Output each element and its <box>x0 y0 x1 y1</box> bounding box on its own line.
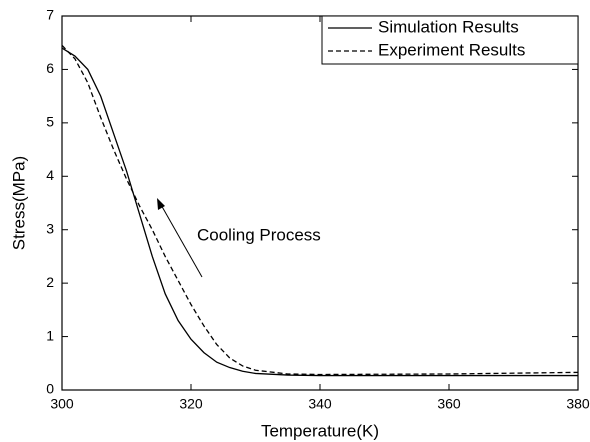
y-tick-label: 0 <box>46 381 54 397</box>
y-tick-label: 3 <box>46 220 54 236</box>
y-axis-label: Stress(MPa) <box>9 156 28 250</box>
x-axis-label: Temperature(K) <box>261 421 379 440</box>
x-tick-label: 300 <box>50 396 74 412</box>
legend-label: Experiment Results <box>378 40 525 59</box>
annotation: Cooling Process <box>197 225 321 244</box>
y-tick-label: 5 <box>46 114 54 130</box>
y-tick-label: 7 <box>46 7 54 23</box>
series-line <box>61 47 578 377</box>
annotation-arrow <box>159 202 203 278</box>
annotation-arrowhead <box>157 198 165 210</box>
legend-box <box>321 15 579 65</box>
x-tick-label: 380 <box>566 396 590 412</box>
y-tick-label: 6 <box>46 60 54 76</box>
series-line <box>61 44 579 376</box>
x-tick-label: 340 <box>308 396 332 412</box>
plot-frame <box>61 15 579 391</box>
y-tick-label: 2 <box>46 274 54 290</box>
x-tick-label: 360 <box>437 396 461 412</box>
legend-label: Simulation Results <box>378 17 519 36</box>
y-tick-label: 4 <box>46 167 54 183</box>
y-tick-label: 1 <box>46 327 54 343</box>
x-tick-label: 320 <box>179 396 203 412</box>
